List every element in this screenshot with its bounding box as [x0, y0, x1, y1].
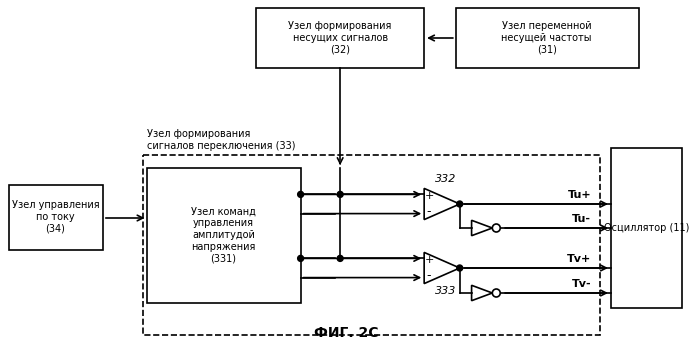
Circle shape — [337, 191, 343, 197]
Text: +: + — [424, 191, 434, 201]
Circle shape — [456, 265, 463, 271]
Text: Узел формирования
сигналов переключения (33): Узел формирования сигналов переключения … — [147, 129, 296, 151]
Circle shape — [298, 255, 303, 261]
Text: -: - — [427, 206, 431, 219]
Circle shape — [456, 201, 463, 207]
Text: Узел управления
по току
(34): Узел управления по току (34) — [12, 200, 99, 234]
Circle shape — [298, 191, 303, 197]
Bar — [611, 148, 682, 308]
Text: Tv-: Tv- — [572, 279, 591, 289]
Text: 333: 333 — [435, 286, 456, 295]
Text: 332: 332 — [435, 174, 456, 184]
Text: Tu-: Tu- — [572, 214, 591, 224]
Text: Узел команд
управления
амплитудой
напряжения
(331): Узел команд управления амплитудой напряж… — [191, 207, 256, 263]
Bar — [9, 185, 103, 250]
Text: Осциллятор (11): Осциллятор (11) — [604, 223, 689, 233]
Bar — [456, 8, 639, 68]
Text: Tv+: Tv+ — [567, 254, 591, 264]
Text: +: + — [424, 255, 434, 265]
Text: Узел переменной
несущей частоты
(31): Узел переменной несущей частоты (31) — [501, 21, 592, 55]
Bar — [256, 8, 424, 68]
Circle shape — [337, 255, 343, 261]
Bar — [143, 155, 600, 335]
Text: Узел формирования
несущих сигналов
(32): Узел формирования несущих сигналов (32) — [289, 21, 392, 55]
Text: Tu+: Tu+ — [568, 190, 591, 200]
Bar — [147, 168, 301, 303]
Text: ФИГ. 2С: ФИГ. 2С — [314, 326, 378, 340]
Text: -: - — [427, 269, 431, 283]
